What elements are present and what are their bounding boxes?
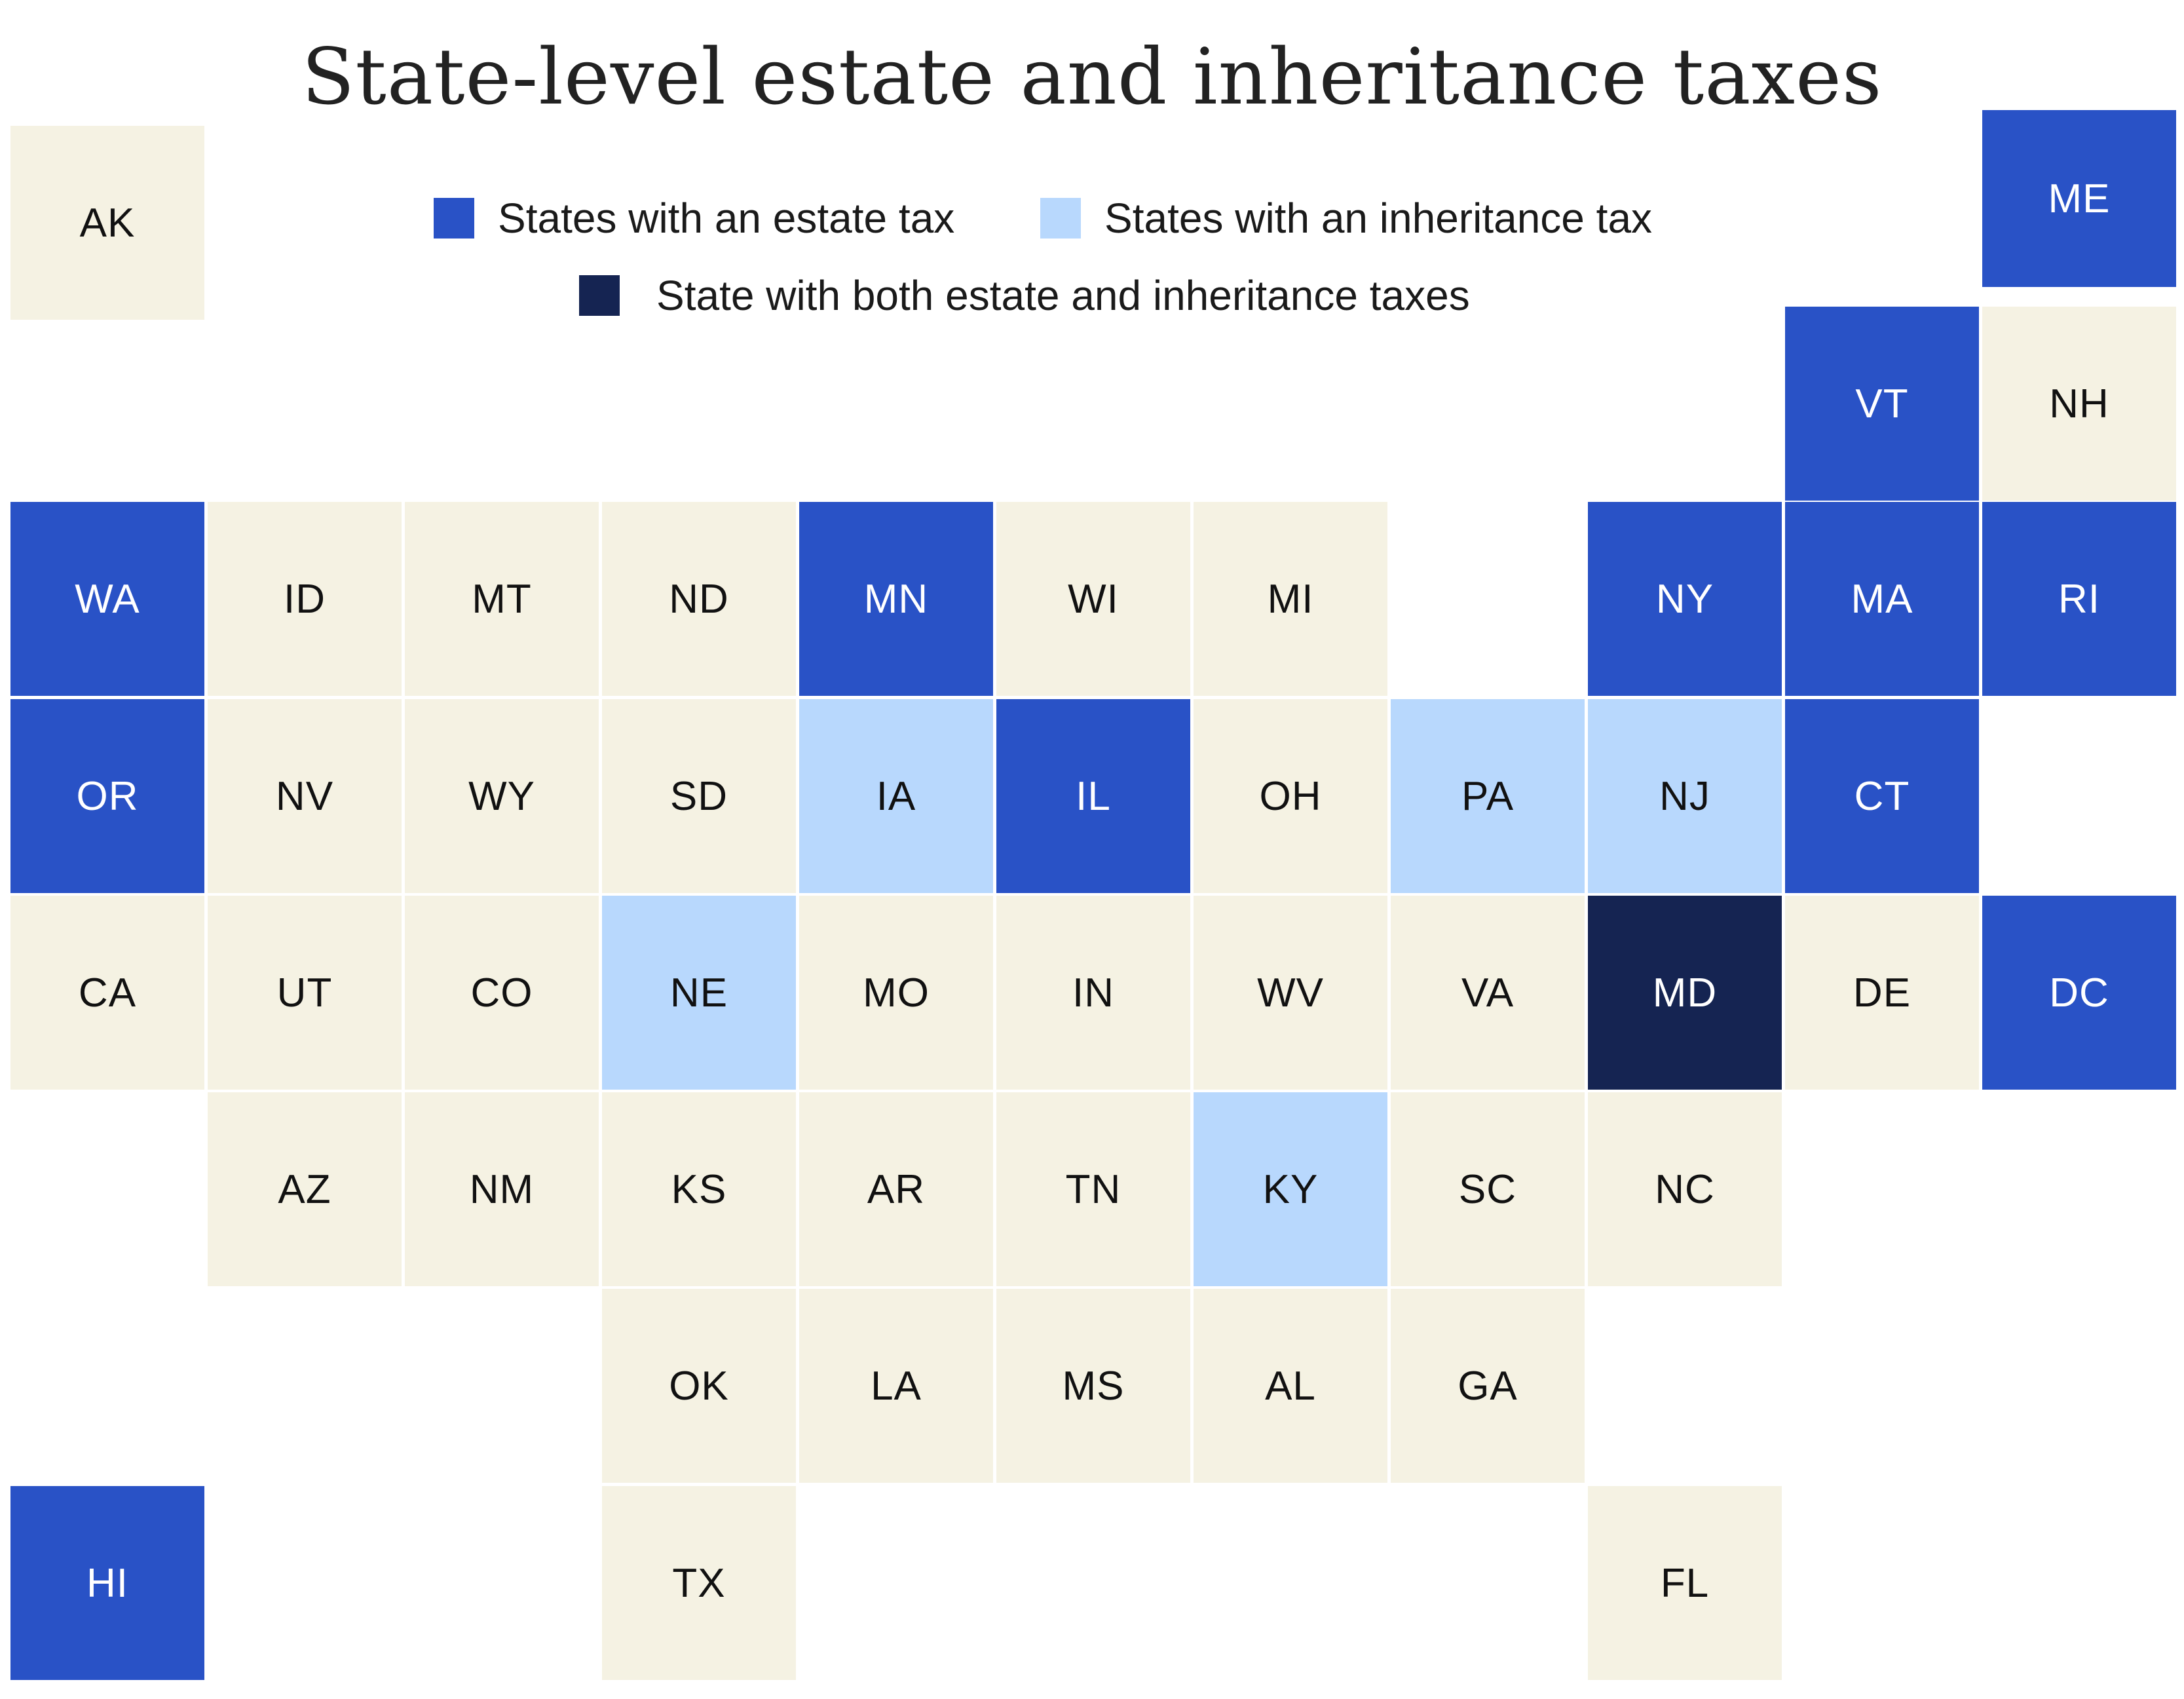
legend-label-estate: States with an estate tax [498, 195, 955, 242]
state-tile-ca: CA [10, 896, 204, 1090]
legend-label-inheritance: States with an inheritance tax [1104, 195, 1653, 242]
state-tile-mo: MO [799, 896, 993, 1090]
state-tile-ks: KS [602, 1092, 796, 1286]
legend-item-both: State with both estate and inheritance t… [579, 271, 1470, 320]
state-tile-ne: NE [602, 896, 796, 1090]
legend-swatch-both [579, 275, 620, 316]
state-tile-nh: NH [1982, 307, 2176, 501]
state-tile-nv: NV [208, 699, 402, 893]
state-tile-mt: MT [405, 502, 599, 696]
state-tile-sd: SD [602, 699, 796, 893]
state-tile-ut: UT [208, 896, 402, 1090]
state-tile-wy: WY [405, 699, 599, 893]
state-tile-oh: OH [1194, 699, 1387, 893]
state-tile-nc: NC [1588, 1092, 1782, 1286]
state-tile-ct: CT [1785, 699, 1979, 893]
state-tile-wi: WI [996, 502, 1190, 696]
legend-item-inheritance: States with an inheritance tax [1040, 194, 1652, 242]
state-tile-ms: MS [996, 1289, 1190, 1483]
state-tile-me: ME [1982, 110, 2176, 287]
state-tile-ri: RI [1982, 502, 2176, 696]
state-tile-ok: OK [602, 1289, 796, 1483]
state-tile-pa: PA [1391, 699, 1585, 893]
state-tile-az: AZ [208, 1092, 402, 1286]
state-tile-al: AL [1194, 1289, 1387, 1483]
state-tile-la: LA [799, 1289, 993, 1483]
state-tile-vt: VT [1785, 307, 1979, 501]
legend-swatch-estate [434, 198, 474, 239]
state-tile-in: IN [996, 896, 1190, 1090]
state-tile-hi: HI [10, 1486, 204, 1680]
state-tile-sc: SC [1391, 1092, 1585, 1286]
state-tile-dc: DC [1982, 896, 2176, 1090]
state-tile-mn: MN [799, 502, 993, 696]
state-tile-wa: WA [10, 502, 204, 696]
state-tile-md: MD [1588, 896, 1782, 1090]
state-tile-de: DE [1785, 896, 1979, 1090]
state-tile-mi: MI [1194, 502, 1387, 696]
state-tile-ia: IA [799, 699, 993, 893]
legend-swatch-inheritance [1040, 198, 1081, 239]
legend-label-both: State with both estate and inheritance t… [656, 272, 1470, 319]
state-tile-tx: TX [602, 1486, 796, 1680]
state-tile-ar: AR [799, 1092, 993, 1286]
state-tile-va: VA [1391, 896, 1585, 1090]
state-tile-tn: TN [996, 1092, 1190, 1286]
state-tile-nj: NJ [1588, 699, 1782, 893]
state-tile-ny: NY [1588, 502, 1782, 696]
state-tile-wv: WV [1194, 896, 1387, 1090]
state-tile-ak: AK [10, 126, 204, 320]
state-tile-fl: FL [1588, 1486, 1782, 1680]
state-tile-id: ID [208, 502, 402, 696]
legend-item-estate: States with an estate tax [434, 194, 954, 242]
state-tile-ky: KY [1194, 1092, 1387, 1286]
chart-title: State-level estate and inheritance taxes [301, 31, 1883, 122]
state-tile-ga: GA [1391, 1289, 1585, 1483]
state-tile-nd: ND [602, 502, 796, 696]
state-tile-il: IL [996, 699, 1190, 893]
state-tile-nm: NM [405, 1092, 599, 1286]
state-tile-ma: MA [1785, 502, 1979, 696]
state-tile-or: OR [10, 699, 204, 893]
state-tile-co: CO [405, 896, 599, 1090]
